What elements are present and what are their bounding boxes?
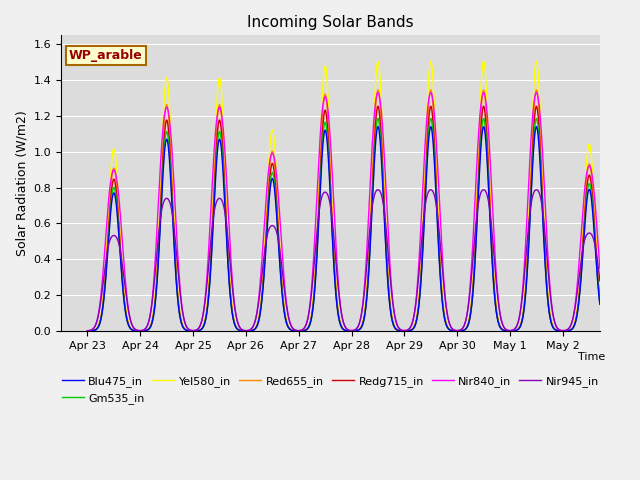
Yel580_in xyxy=(532,59,540,64)
Blu475_in xyxy=(480,124,488,130)
Gm535_in xyxy=(612,328,620,334)
Gm535_in xyxy=(251,326,259,332)
Nir945_in xyxy=(532,187,540,192)
Nir945_in xyxy=(84,328,92,334)
Nir840_in xyxy=(251,319,259,324)
Yel580_in xyxy=(251,325,259,331)
Gm535_in xyxy=(480,117,488,122)
Red655_in xyxy=(84,328,92,334)
Gm535_in xyxy=(452,328,460,334)
Gm535_in xyxy=(532,116,540,121)
Line: Red655_in: Red655_in xyxy=(88,90,616,331)
Blu475_in xyxy=(251,326,259,332)
Nir840_in xyxy=(452,328,460,334)
Yel580_in xyxy=(480,60,488,65)
Blu475_in xyxy=(532,124,540,130)
Nir945_in xyxy=(480,187,488,192)
Nir945_in xyxy=(452,327,460,333)
Nir945_in xyxy=(419,232,426,238)
Line: Nir945_in: Nir945_in xyxy=(88,190,616,331)
Yel580_in xyxy=(452,328,460,334)
Blu475_in xyxy=(419,261,426,267)
Yel580_in xyxy=(452,328,460,334)
Text: Time: Time xyxy=(578,351,605,361)
Title: Incoming Solar Bands: Incoming Solar Bands xyxy=(247,15,413,30)
Redg715_in xyxy=(519,311,527,317)
Nir840_in xyxy=(84,328,92,334)
Nir840_in xyxy=(419,199,426,205)
Nir840_in xyxy=(519,280,527,286)
Red655_in xyxy=(519,310,527,316)
Blu475_in xyxy=(452,328,460,334)
Redg715_in xyxy=(452,328,460,334)
Line: Yel580_in: Yel580_in xyxy=(88,61,616,331)
Red655_in xyxy=(452,328,460,334)
Yel580_in xyxy=(612,328,620,334)
Blu475_in xyxy=(519,312,527,318)
Redg715_in xyxy=(612,328,620,334)
Red655_in xyxy=(612,328,620,334)
Redg715_in xyxy=(84,328,92,334)
Gm535_in xyxy=(419,259,426,264)
Line: Nir840_in: Nir840_in xyxy=(88,93,616,331)
Red655_in xyxy=(251,326,259,332)
Blu475_in xyxy=(84,328,92,334)
Nir840_in xyxy=(532,90,540,96)
Red655_in xyxy=(480,88,488,94)
Yel580_in xyxy=(519,308,527,313)
Line: Blu475_in: Blu475_in xyxy=(88,127,616,331)
Redg715_in xyxy=(419,254,426,260)
Text: WP_arable: WP_arable xyxy=(69,48,143,61)
Nir945_in xyxy=(612,328,620,334)
Redg715_in xyxy=(480,104,488,110)
Line: Redg715_in: Redg715_in xyxy=(88,106,616,331)
Gm535_in xyxy=(519,312,527,318)
Redg715_in xyxy=(452,328,460,334)
Redg715_in xyxy=(251,326,259,332)
Nir945_in xyxy=(251,319,259,324)
Y-axis label: Solar Radiation (W/m2): Solar Radiation (W/m2) xyxy=(15,110,28,256)
Yel580_in xyxy=(419,240,426,246)
Legend: Blu475_in, Gm535_in, Yel580_in, Red655_in, Redg715_in, Nir840_in, Nir945_in: Blu475_in, Gm535_in, Yel580_in, Red655_i… xyxy=(57,372,604,408)
Red655_in xyxy=(452,328,460,334)
Redg715_in xyxy=(532,103,540,109)
Nir945_in xyxy=(519,286,527,291)
Blu475_in xyxy=(452,328,460,334)
Red655_in xyxy=(419,249,426,255)
Gm535_in xyxy=(84,328,92,334)
Red655_in xyxy=(532,87,540,93)
Yel580_in xyxy=(84,328,92,334)
Nir840_in xyxy=(452,328,460,334)
Nir840_in xyxy=(480,90,488,96)
Nir840_in xyxy=(612,328,620,334)
Gm535_in xyxy=(452,328,460,334)
Line: Gm535_in: Gm535_in xyxy=(88,119,616,331)
Nir945_in xyxy=(452,327,460,333)
Blu475_in xyxy=(612,328,620,334)
